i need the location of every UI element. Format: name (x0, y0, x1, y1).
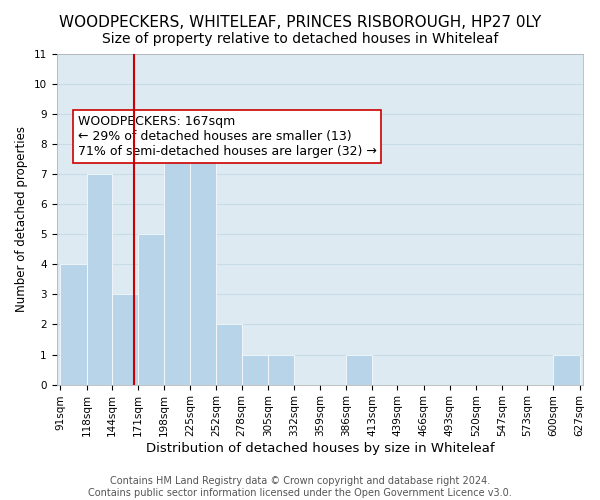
Bar (86, 174, 112, 384)
Bar (164, 114, 190, 384)
Bar (190, 114, 217, 384)
Bar (138, 234, 164, 384)
Bar (268, 354, 294, 384)
Y-axis label: Number of detached properties: Number of detached properties (15, 126, 28, 312)
Bar (61, 264, 86, 384)
Text: WOODPECKERS: 167sqm
← 29% of detached houses are smaller (13)
71% of semi-detach: WOODPECKERS: 167sqm ← 29% of detached ho… (77, 115, 376, 158)
Bar (242, 354, 268, 384)
Text: WOODPECKERS, WHITELEAF, PRINCES RISBOROUGH, HP27 0LY: WOODPECKERS, WHITELEAF, PRINCES RISBOROU… (59, 15, 541, 30)
X-axis label: Distribution of detached houses by size in Whiteleaf: Distribution of detached houses by size … (146, 442, 494, 455)
Text: Size of property relative to detached houses in Whiteleaf: Size of property relative to detached ho… (102, 32, 498, 46)
Bar (217, 324, 242, 384)
Bar (553, 354, 580, 384)
Text: Contains HM Land Registry data © Crown copyright and database right 2024.
Contai: Contains HM Land Registry data © Crown c… (88, 476, 512, 498)
Bar (346, 354, 372, 384)
Bar (112, 294, 138, 384)
